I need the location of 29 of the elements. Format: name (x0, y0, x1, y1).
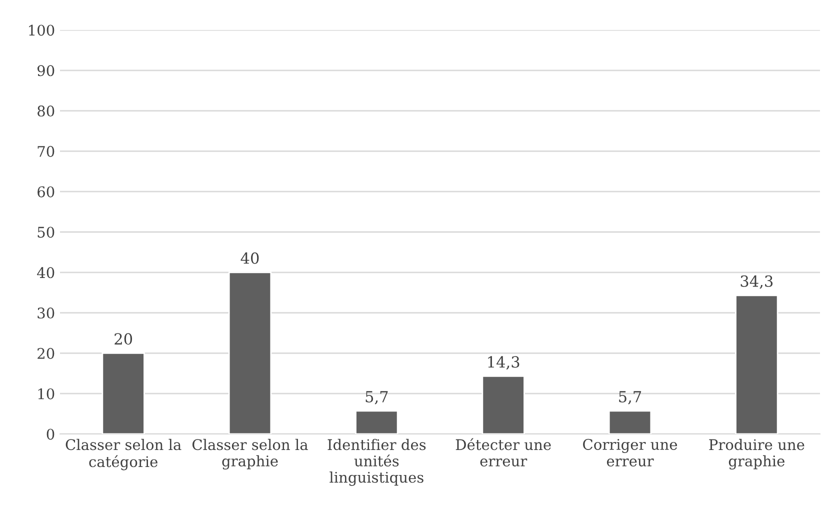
bar (228, 272, 272, 434)
data-label: 34,3 (740, 275, 773, 289)
y-tick-label: 40 (37, 267, 54, 278)
y-tick-label: 60 (38, 186, 54, 198)
x-tick-label: Produire une graphie (709, 438, 804, 470)
x-tick-label: Classer selon la graphie (192, 438, 308, 470)
bar (355, 410, 398, 434)
x-tick-label: Classer selon la catégorie (66, 438, 182, 470)
x-tick-label: Identifier des unités linguistiques (328, 438, 426, 486)
bar (482, 376, 525, 434)
x-tick-label: Détecter une erreur (456, 438, 551, 466)
y-tick-label: 80 (38, 106, 54, 117)
y-tick-label: 100 (29, 24, 54, 36)
data-label: 40 (240, 252, 259, 264)
y-tick-label: 30 (38, 308, 54, 319)
x-tick-label: Corriger une erreur (583, 438, 678, 466)
y-tick-label: 70 (38, 146, 54, 157)
data-label: 5,7 (366, 391, 388, 404)
data-label: 5,7 (619, 391, 642, 404)
y-tick-label: 50 (38, 226, 54, 238)
data-label: 20 (114, 333, 132, 345)
y-tick-label: 0 (46, 428, 54, 440)
y-tick-label: 90 (38, 65, 54, 76)
data-label: 14,3 (488, 356, 520, 370)
bar (735, 294, 778, 434)
bar (608, 410, 652, 434)
bar (102, 352, 145, 434)
y-tick-label: 20 (38, 348, 54, 359)
y-tick-label: 10 (38, 388, 54, 400)
